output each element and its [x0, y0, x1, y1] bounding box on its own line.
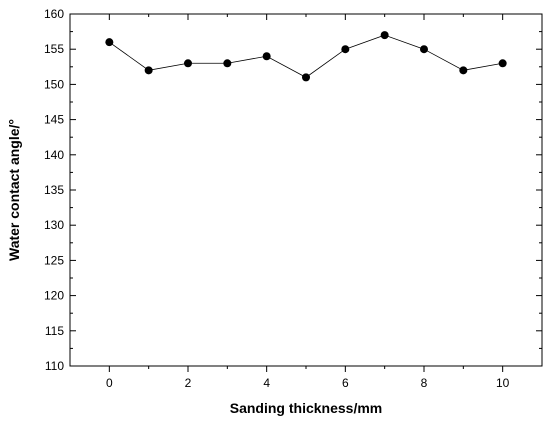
data-point	[459, 66, 468, 75]
data-point	[262, 52, 271, 61]
y-tick-label: 110	[45, 359, 64, 373]
x-tick-label: 8	[421, 376, 428, 390]
data-points	[105, 31, 507, 82]
y-tick-label: 115	[45, 324, 64, 338]
y-tick-label: 150	[44, 77, 64, 91]
y-tick-label: 125	[44, 253, 64, 267]
series-line	[109, 34, 503, 78]
data-point	[223, 59, 232, 68]
x-tick-label: 10	[496, 376, 510, 390]
y-tick-label: 145	[44, 113, 64, 127]
y-axis: 110 115 120 125 130 135 140 145 150 155 160	[44, 7, 542, 373]
data-point	[184, 59, 192, 68]
y-tick-label: 135	[44, 183, 64, 197]
y-tick-label: 155	[44, 42, 64, 56]
data-point	[144, 66, 153, 75]
y-axis-title: Water contact angle/°	[6, 119, 22, 261]
data-point	[341, 45, 350, 54]
plot-area	[69, 13, 543, 367]
x-tick-label: 0	[106, 376, 113, 390]
x-tick-label: 6	[342, 376, 349, 390]
y-tick-label: 140	[44, 148, 64, 162]
data-point	[105, 38, 114, 47]
data-point	[498, 59, 507, 68]
x-axis-title: Sanding thickness/mm	[230, 400, 382, 416]
x-tick-label: 2	[185, 376, 192, 390]
data-point	[420, 45, 428, 54]
data-point	[380, 31, 389, 40]
data-point	[302, 73, 310, 82]
y-tick-label: 130	[44, 218, 64, 232]
x-axis: 0 2 4 6 8 10	[106, 14, 510, 390]
y-tick-label: 160	[44, 7, 64, 21]
x-tick-label: 4	[263, 376, 270, 390]
y-tick-label: 120	[44, 289, 64, 303]
